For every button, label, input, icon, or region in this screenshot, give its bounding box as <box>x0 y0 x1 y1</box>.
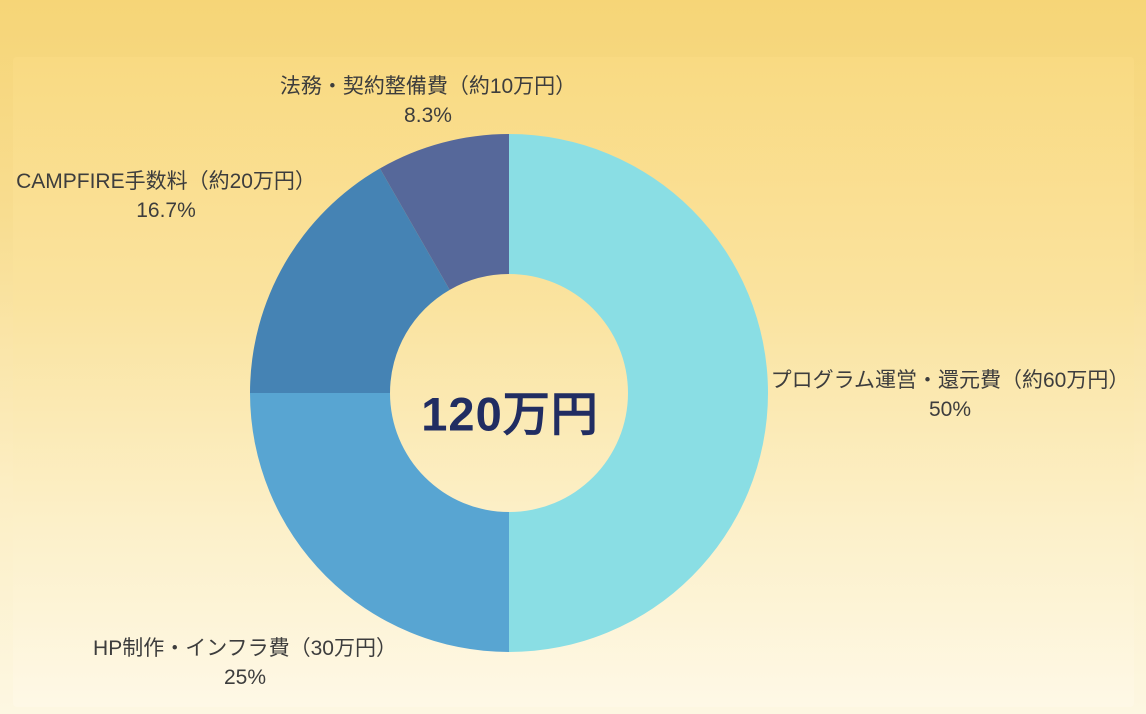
segment-label-text: CAMPFIRE手数料（約20万円） <box>16 170 316 193</box>
segment-pct-text: 50% <box>928 398 972 421</box>
segment-pct-text: 16.7% <box>136 199 196 222</box>
segment-label-legal: 法務・契約整備費（約10万円） 8.3% <box>280 72 576 130</box>
donut-segment-3 <box>379 134 509 290</box>
segment-label-text: 法務・契約整備費（約10万円） <box>279 75 577 98</box>
donut-segment-1 <box>250 393 509 652</box>
segment-label-campfire-fee: CAMPFIRE手数料（約20万円） 16.7% <box>16 167 316 225</box>
segment-pct-text: 25% <box>223 666 267 689</box>
segment-label-text: HP制作・インフラ費（30万円） <box>93 637 397 660</box>
donut-segment-2 <box>250 168 450 393</box>
segment-label-hp-infra: HP制作・インフラ費（30万円） 25% <box>93 634 397 692</box>
segment-label-program-ops: プログラム運営・還元費（約60万円） 50% <box>771 366 1130 424</box>
segment-pct-text: 8.3% <box>404 104 452 127</box>
donut-segment-0 <box>509 134 768 652</box>
segment-label-text: プログラム運営・還元費（約60万円） <box>770 369 1130 392</box>
donut-center-total: 120万円 <box>421 387 599 441</box>
